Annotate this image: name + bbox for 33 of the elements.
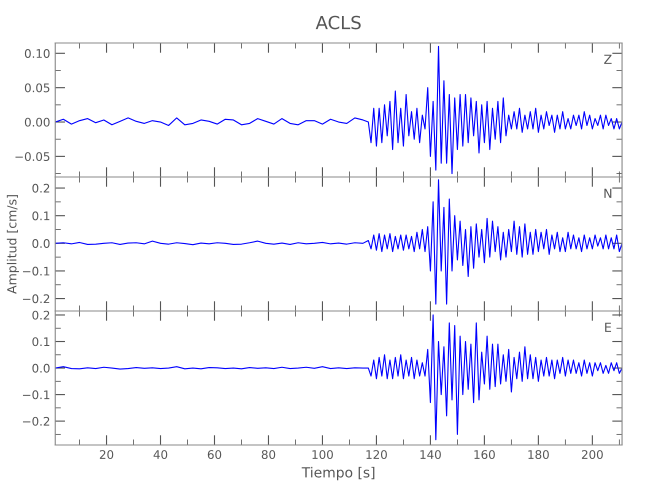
x-tick-label: 60 bbox=[208, 450, 222, 459]
y-tick-label: 0.05 bbox=[24, 83, 50, 92]
annotation: Z bbox=[604, 54, 612, 64]
x-tick-label: 160 bbox=[474, 450, 495, 459]
y-tick-label: −0.1 bbox=[22, 266, 50, 276]
line-series bbox=[55, 314, 622, 440]
x-tick-label: 120 bbox=[366, 450, 387, 459]
y-tick-label: 0.0 bbox=[32, 364, 50, 373]
y-tick-label: 0.2 bbox=[32, 184, 50, 193]
x-tick-label: 180 bbox=[528, 450, 549, 459]
y-tick-label: −0.2 bbox=[22, 416, 50, 426]
y-tick-label: −0.05 bbox=[15, 152, 50, 162]
y-tick-label: 0.10 bbox=[24, 49, 50, 58]
x-tick-label: 80 bbox=[262, 450, 276, 459]
line-series bbox=[55, 179, 622, 305]
x-axis-title: Tiempo [s] bbox=[302, 466, 374, 480]
x-tick-label: 20 bbox=[100, 450, 114, 459]
chart-title: ACLS bbox=[316, 16, 361, 30]
line-series bbox=[55, 46, 622, 174]
y-tick-label: 0.1 bbox=[32, 337, 50, 346]
annotation: N bbox=[604, 188, 612, 198]
y-tick-label: 0.2 bbox=[32, 310, 50, 320]
annotation: E bbox=[605, 322, 612, 332]
x-tick-label: 100 bbox=[312, 450, 333, 459]
y-tick-label: 0.0 bbox=[32, 239, 50, 248]
y-tick-label: −0.2 bbox=[22, 294, 50, 304]
x-tick-label: 140 bbox=[420, 450, 441, 459]
y-tick-label: 0.00 bbox=[24, 118, 50, 127]
x-tick-label: 200 bbox=[582, 450, 603, 459]
y-axis-title: Amplitud [cm/s] bbox=[6, 195, 19, 294]
y-tick-label: −0.1 bbox=[22, 390, 50, 400]
y-tick-label: 0.1 bbox=[32, 211, 50, 220]
x-tick-label: 40 bbox=[154, 450, 168, 459]
